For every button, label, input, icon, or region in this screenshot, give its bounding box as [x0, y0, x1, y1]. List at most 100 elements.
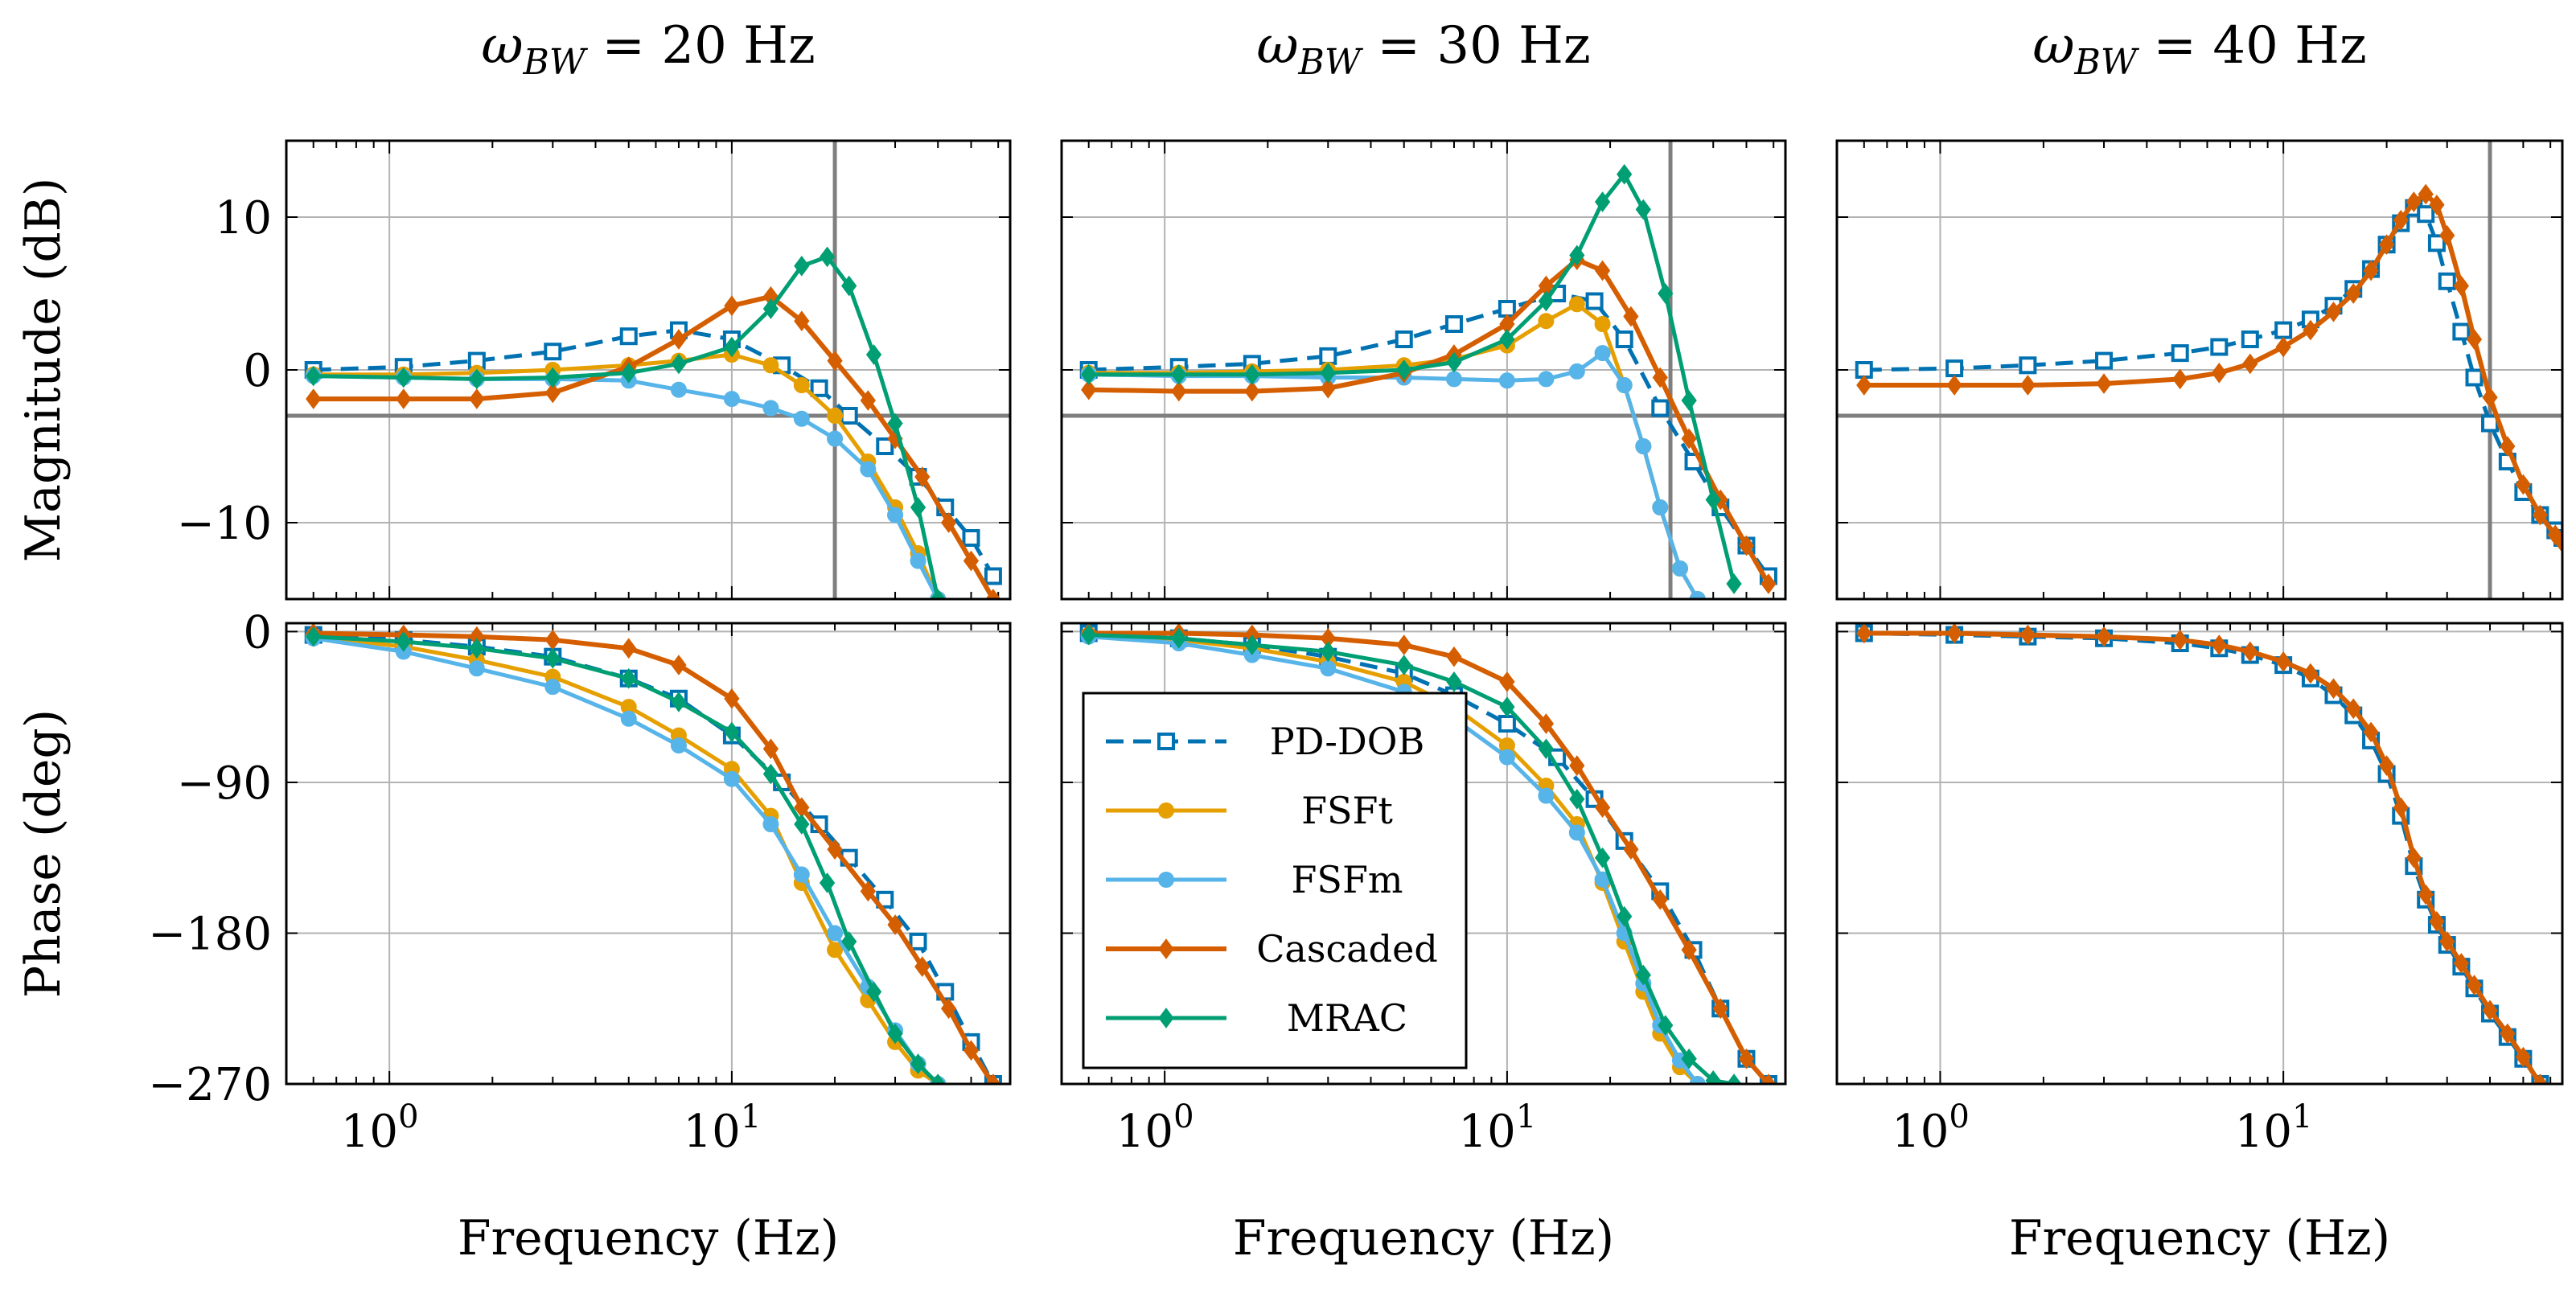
data-point-cascaded: [2466, 329, 2483, 350]
data-point-cascaded: [2345, 698, 2361, 720]
data-point-mrac: [1635, 199, 1651, 220]
data-point-pd-dob: [619, 327, 638, 346]
y-tick-label: 0: [243, 606, 272, 659]
magnitude-plot: [1060, 139, 1787, 601]
data-point-mrac: [1594, 191, 1611, 212]
data-point-fsfm: [793, 410, 810, 427]
axes-frame: [285, 139, 1012, 601]
y-tick-label: 0: [243, 345, 272, 397]
data-point-cascaded: [2554, 532, 2562, 553]
data-point-cascaded: [2303, 319, 2319, 341]
data-point-cascaded: [1244, 380, 1260, 402]
x-axis-label: Frequency (Hz): [458, 1210, 839, 1266]
data-point-cascaded: [2211, 634, 2227, 655]
data-point-cascaded: [1652, 889, 1668, 910]
data-point-fsfm: [1635, 438, 1652, 454]
data-point-cascaded: [2393, 209, 2409, 231]
data-point-pd-dob: [1615, 330, 1633, 348]
data-point-cascaded: [2363, 260, 2379, 281]
data-point-cascaded: [2418, 884, 2434, 905]
data-point-cascaded: [1594, 260, 1611, 281]
data-point-pd-dob: [2095, 351, 2114, 370]
data-point-fsfm: [827, 925, 844, 942]
legend-label: MRAC: [1287, 996, 1407, 1040]
data-point-mrac: [1594, 847, 1611, 868]
grid: [286, 623, 1010, 1084]
data-point-cascaded: [1396, 634, 1412, 655]
data-point-fsfm: [544, 679, 561, 696]
data-point-mrac: [1658, 1015, 1674, 1036]
panel-title: ωBW = 20 Hz: [481, 16, 815, 83]
data-point-cascaded: [827, 839, 843, 860]
data-point-cascaded: [1856, 375, 1872, 396]
data-point-cascaded: [2325, 678, 2342, 700]
data-point-fsfm: [723, 770, 740, 787]
legend-label: PD-DOB: [1270, 720, 1425, 763]
data-point-pd-dob: [2019, 356, 2037, 375]
data-point-cascaded: [2211, 362, 2227, 384]
data-point-pd-dob: [2274, 321, 2293, 339]
data-point-pd-dob: [2452, 322, 2471, 341]
series-phase-pd-dob-3: [1855, 624, 2549, 1084]
data-point-cascaded: [940, 998, 957, 1020]
data-point-cascaded: [887, 914, 903, 935]
data-point-mrac: [396, 631, 412, 652]
series-mag-pd-dob-1: [304, 321, 1002, 585]
data-point-mrac: [1617, 163, 1633, 185]
data-point-mrac: [1158, 1008, 1174, 1028]
data-point-cascaded: [2172, 368, 2188, 390]
data-point-cascaded: [2439, 224, 2455, 246]
data-point-cascaded: [794, 310, 810, 332]
data-point-cascaded: [2500, 1023, 2516, 1045]
data-point-mrac: [910, 1053, 926, 1074]
series-line: [1088, 633, 1735, 1084]
x-tick-label: 101: [2235, 1098, 2313, 1158]
grid: [1062, 141, 1785, 599]
data-point-mrac: [841, 931, 857, 952]
data-point-mrac: [1569, 788, 1585, 810]
data-point-cascaded: [396, 388, 412, 409]
data-point-fsfm: [1568, 824, 1585, 841]
data-point-pd-dob: [2241, 330, 2259, 348]
data-point-cascaded: [827, 350, 843, 372]
data-point-cascaded: [2303, 663, 2319, 684]
data-point-cascaded: [1158, 938, 1174, 959]
data-point-cascaded: [1446, 646, 1462, 667]
data-point-fsft: [762, 357, 779, 374]
series-mag-fsfm-2: [1080, 345, 1706, 599]
legend-label: FSFm: [1292, 858, 1403, 901]
data-point-mrac: [1726, 1073, 1742, 1084]
data-point-fsfm: [1538, 371, 1555, 388]
data-point-fsft: [1594, 316, 1611, 332]
series-mag-cascaded-1: [306, 285, 1001, 599]
legend-item-mrac: MRAC: [1106, 996, 1407, 1040]
data-point-fsfm: [723, 391, 740, 408]
data-point-mrac: [1171, 363, 1187, 385]
data-point-mrac: [910, 497, 926, 518]
data-point-mrac: [794, 255, 810, 277]
data-point-mrac: [1681, 1048, 1697, 1069]
data-point-fsfm: [1689, 1076, 1706, 1084]
phase-series: [1079, 623, 1777, 1084]
data-point-mrac: [1569, 244, 1585, 266]
series-phase-cascaded-2: [1081, 623, 1777, 1084]
data-point-cascaded: [2096, 373, 2112, 394]
data-point-cascaded: [2242, 641, 2258, 663]
data-point-mrac: [544, 367, 561, 388]
data-point-cascaded: [2378, 755, 2395, 776]
data-point-pd-dob: [1157, 733, 1175, 750]
data-point-mrac: [544, 647, 561, 669]
data-point-cascaded: [1538, 713, 1555, 734]
data-point-mrac: [762, 763, 779, 785]
data-point-cascaded: [2429, 911, 2445, 932]
series-phase-cascaded-1: [306, 623, 1001, 1084]
series-line: [313, 352, 940, 599]
data-point-pd-dob: [2210, 338, 2229, 356]
data-point-pd-dob: [1498, 715, 1516, 733]
series-mag-cascaded-3: [1856, 183, 2562, 553]
data-point-mrac: [930, 589, 946, 599]
legend-item-fsft: FSFt: [1106, 789, 1393, 832]
data-point-cascaded: [1946, 623, 1962, 644]
legend-item-fsfm: FSFm: [1106, 858, 1403, 901]
data-point-mrac: [724, 336, 740, 358]
